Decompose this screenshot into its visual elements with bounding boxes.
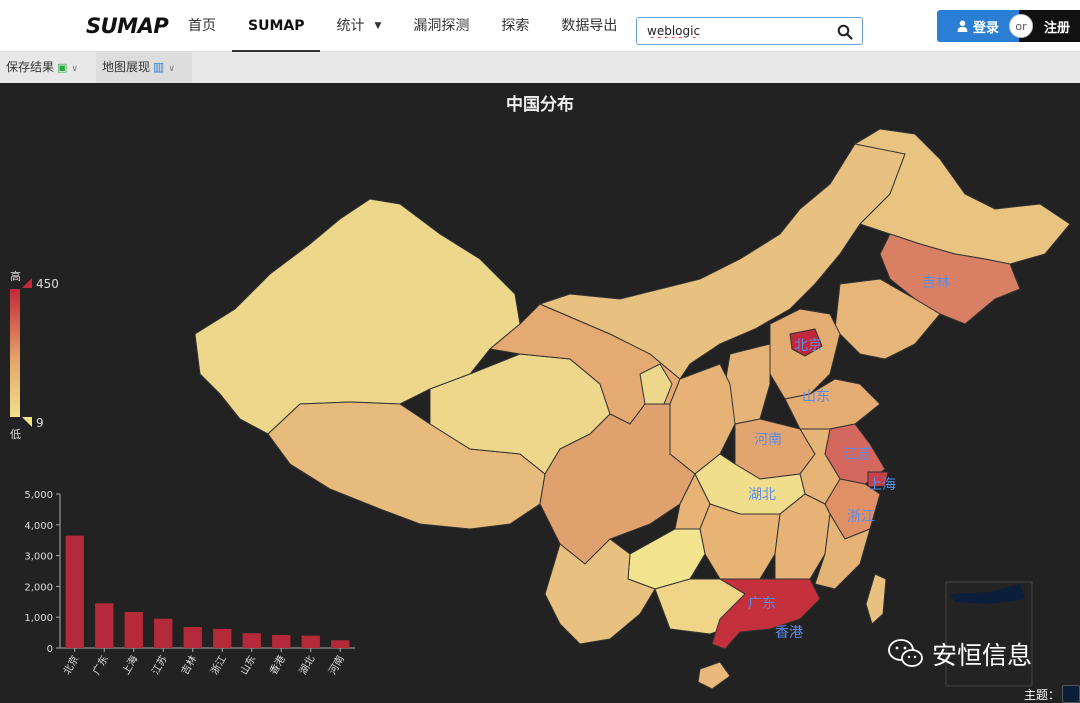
province-hainan[interactable] <box>697 661 731 690</box>
save-results-label: 保存结果 <box>6 60 55 74</box>
province-ningxia[interactable] <box>639 363 673 415</box>
map-view-label: 地图展现 <box>102 60 151 74</box>
province-label: 浙江 <box>847 509 875 525</box>
caret-down-icon: ▼ <box>374 21 382 31</box>
legend-high-label: 高 <box>10 270 21 283</box>
legend-max-value: 450 <box>36 277 59 291</box>
map-title: 中国分布 <box>506 95 574 115</box>
legend-max-handle[interactable] <box>22 278 32 288</box>
bar[interactable] <box>154 618 173 648</box>
theme-label: 主题： <box>1024 688 1061 702</box>
x-tick-label: 广东 <box>90 653 111 677</box>
legend-min-handle[interactable] <box>22 417 32 427</box>
province-hunan[interactable] <box>699 503 781 580</box>
province-beijing[interactable] <box>789 328 823 357</box>
x-tick-label: 湖北 <box>297 654 317 677</box>
main-nav: 首页 SUMAP 统计 ▼ 漏洞探测 探索 数据导出 <box>172 0 633 52</box>
province-label: 河南 <box>754 432 782 448</box>
province-heilongjiang[interactable] <box>853 128 1071 265</box>
bar[interactable] <box>183 627 202 648</box>
nav-stats[interactable]: 统计 ▼ <box>320 0 397 52</box>
legend-gradient[interactable] <box>10 289 20 417</box>
province-label: 山东 <box>802 389 830 405</box>
x-tick-label: 上海 <box>119 653 140 677</box>
legend-min-value: 9 <box>36 416 44 430</box>
map-icon: ▥ <box>153 60 165 74</box>
nav-sumap[interactable]: SUMAP <box>232 0 321 52</box>
y-tick-label: 3,000 <box>24 552 53 563</box>
y-tick-label: 2,000 <box>24 582 53 593</box>
save-results-dropdown[interactable]: 保存结果 ▣ ∨ <box>0 52 84 83</box>
bar[interactable] <box>124 611 143 648</box>
search-box <box>636 17 863 45</box>
province-guangdong[interactable] <box>711 578 821 650</box>
nav-vuln-scan-label: 漏洞探测 <box>413 18 470 34</box>
y-tick-label: 4,000 <box>24 521 53 532</box>
login-button[interactable]: 登录 <box>937 10 1019 42</box>
sumap-logo[interactable]: SUMAP <box>86 14 169 38</box>
province-liaoning[interactable] <box>834 278 941 360</box>
nav-stats-label: 统计 <box>336 18 365 34</box>
bar[interactable] <box>213 628 232 648</box>
inset-land <box>950 584 1025 604</box>
y-tick-label: 5,000 <box>24 490 53 501</box>
chevron-down-icon: ∨ <box>71 64 79 74</box>
bar[interactable] <box>242 633 261 648</box>
or-badge: or <box>1009 14 1033 38</box>
province-jilin[interactable] <box>879 233 1021 325</box>
province-label: 香港 <box>775 625 803 641</box>
x-tick-label: 山东 <box>237 653 258 677</box>
x-tick-label: 河南 <box>326 653 347 677</box>
province-label: 北京 <box>794 338 822 354</box>
nav-vuln-scan[interactable]: 漏洞探测 <box>397 0 485 52</box>
province-taiwan[interactable] <box>865 573 887 625</box>
x-tick-label: 江苏 <box>149 653 170 677</box>
nav-export-label: 数据导出 <box>561 18 618 34</box>
x-tick-label: 浙江 <box>208 654 228 677</box>
bar[interactable] <box>331 640 350 648</box>
login-label: 登录 <box>972 20 999 36</box>
bar[interactable] <box>65 535 84 648</box>
province-fujian[interactable] <box>814 512 871 590</box>
theme-selector[interactable] <box>1062 685 1080 703</box>
nav-explore-label: 探索 <box>501 18 530 34</box>
x-tick-label: 香港 <box>267 654 287 677</box>
province-label: 湖北 <box>748 487 776 503</box>
china-map <box>194 128 1071 690</box>
bar[interactable] <box>272 635 291 648</box>
bar[interactable] <box>95 603 114 648</box>
legend-low-label: 低 <box>10 428 21 441</box>
chevron-down-icon: ∨ <box>168 64 175 74</box>
x-tick-label: 吉林 <box>178 653 199 677</box>
watermark-text: 安恒信息 <box>932 641 1033 670</box>
save-icon: ▣ <box>57 61 68 74</box>
register-label: 注册 <box>1043 20 1070 36</box>
nav-sumap-label: SUMAP <box>248 18 305 34</box>
y-tick-label: 0 <box>47 644 53 655</box>
province-label: 上海 <box>868 477 896 493</box>
wechat-icon <box>888 639 923 667</box>
wechat-watermark: 安恒信息 <box>888 636 1032 672</box>
province-yunnan[interactable] <box>544 538 656 645</box>
province-label: 吉林 <box>922 275 950 291</box>
province-label: 广东 <box>748 596 776 612</box>
nav-home[interactable]: 首页 <box>172 0 232 52</box>
user-icon <box>957 20 968 32</box>
province-label: 江苏 <box>843 447 871 463</box>
result-toolbar: 保存结果 ▣ ∨ 地图展现 ▥ ∨ <box>0 52 1080 83</box>
nav-home-label: 首页 <box>188 18 216 34</box>
y-tick-label: 1,000 <box>24 613 53 624</box>
nav-explore[interactable]: 探索 <box>485 0 545 52</box>
province-bar-chart: 0 1,000 2,000 3,000 4,000 5,000 北京 广东 上海 江苏 吉林 浙江 山东… <box>24 490 355 677</box>
province-shanghai[interactable] <box>867 471 889 488</box>
bar[interactable] <box>301 635 320 648</box>
map-view-dropdown[interactable]: 地图展现 ▥ ∨ <box>96 52 192 83</box>
search-input[interactable] <box>637 18 827 44</box>
nav-export[interactable]: 数据导出 <box>545 0 633 52</box>
top-navbar: SUMAP 首页 SUMAP 统计 ▼ 漏洞探测 探索 数据导出 登录 注册 or <box>0 0 1080 52</box>
search-icon[interactable] <box>837 24 853 40</box>
x-tick-label: 北京 <box>60 653 81 677</box>
